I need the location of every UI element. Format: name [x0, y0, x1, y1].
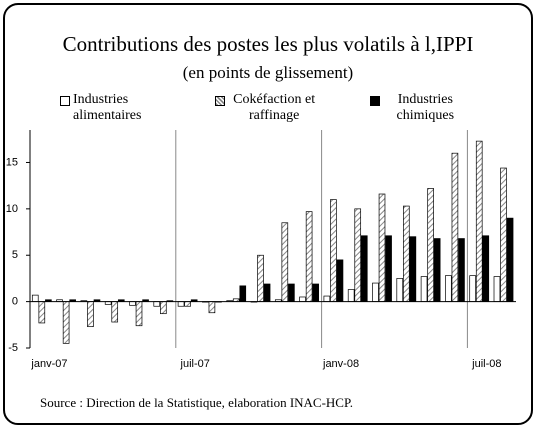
x-tick-label: juil-07	[180, 358, 210, 370]
source: Source : Direction de la Statistique, el…	[40, 395, 353, 410]
legend-swatch	[60, 96, 70, 106]
bar	[493, 276, 501, 302]
legend-item: Industries alimentaires	[60, 92, 165, 124]
bar	[281, 222, 289, 302]
bar	[409, 236, 417, 302]
y-tick-label: 5	[12, 249, 18, 261]
bar	[396, 278, 404, 302]
y-tick-label: 0	[12, 296, 18, 308]
bar	[482, 235, 490, 302]
y-tick-label: 10	[6, 203, 18, 215]
legend-item: Cokéfaction et raffinage	[215, 92, 320, 124]
bar	[500, 167, 507, 302]
bar	[323, 295, 331, 302]
bar	[372, 282, 379, 302]
bar	[111, 301, 119, 323]
frame	[3, 3, 533, 425]
legend-label: Industries chimiques	[396, 92, 455, 123]
bar	[184, 301, 191, 307]
bar	[31, 294, 39, 302]
legend-swatch	[215, 96, 225, 106]
bar	[153, 301, 161, 307]
legend-item: Industries chimiques	[370, 92, 468, 124]
y-tick-label: 15	[6, 156, 18, 168]
bar	[239, 285, 247, 302]
bar	[135, 301, 143, 327]
y-tick-label: -5	[8, 342, 18, 354]
bar	[129, 301, 136, 306]
bar	[336, 259, 344, 302]
bar	[427, 188, 434, 302]
bar	[38, 301, 46, 324]
bar	[87, 301, 94, 328]
bar	[469, 275, 476, 302]
bar	[451, 152, 459, 302]
legend-label: Cokéfaction et raffinage	[233, 92, 316, 123]
x-tick-label: juil-08	[471, 358, 501, 370]
x-tick-label: janv-08	[322, 358, 359, 370]
bar	[506, 217, 514, 302]
bar	[288, 283, 295, 302]
chart-title: Contributions des postes les plus volati…	[63, 32, 474, 56]
bar	[347, 289, 355, 302]
bar	[354, 208, 362, 302]
bar	[385, 235, 392, 302]
legend-label: Industries alimentaires	[73, 92, 142, 123]
bar	[360, 235, 368, 302]
bar	[160, 301, 167, 315]
bar	[330, 199, 337, 302]
bar	[312, 283, 319, 302]
bar	[263, 283, 271, 302]
legend-swatch	[370, 96, 380, 106]
x-tick-label: janv-07	[30, 358, 67, 370]
bar	[420, 276, 428, 302]
bar	[458, 238, 465, 302]
bar	[299, 296, 306, 302]
bar	[305, 211, 313, 302]
chart-subtitle: (en points de glissement)	[183, 63, 353, 82]
bar	[403, 205, 410, 302]
bar	[475, 140, 483, 302]
bar	[208, 301, 216, 314]
bar	[62, 301, 70, 344]
bar	[257, 254, 264, 302]
bar	[177, 301, 185, 307]
bar	[378, 193, 386, 302]
bar	[445, 275, 452, 302]
bar	[433, 238, 441, 302]
